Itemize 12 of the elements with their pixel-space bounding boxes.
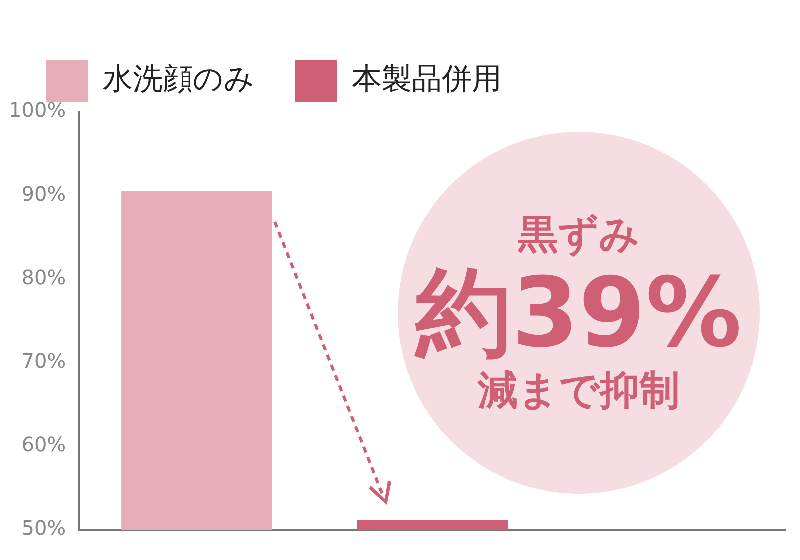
y-tick-label: 70% (22, 349, 66, 374)
y-tick-label: 90% (22, 182, 66, 206)
annotation: 黒ずみ (518, 212, 640, 258)
legend-label: 本製品併用 (352, 62, 502, 97)
legend-label: 水洗顔のみ (103, 62, 255, 97)
annotation: 約39% (416, 256, 742, 369)
y-tick-label: 80% (22, 265, 66, 290)
y-tick-label: 50% (22, 516, 66, 540)
circle-badge: 黒ずみ 約39% 減まで抑制 (398, 132, 760, 494)
y-tick-label: 100% (8, 98, 66, 122)
y-tick-label: 60% (22, 432, 66, 457)
annotation: 減まで抑制 (478, 368, 680, 414)
